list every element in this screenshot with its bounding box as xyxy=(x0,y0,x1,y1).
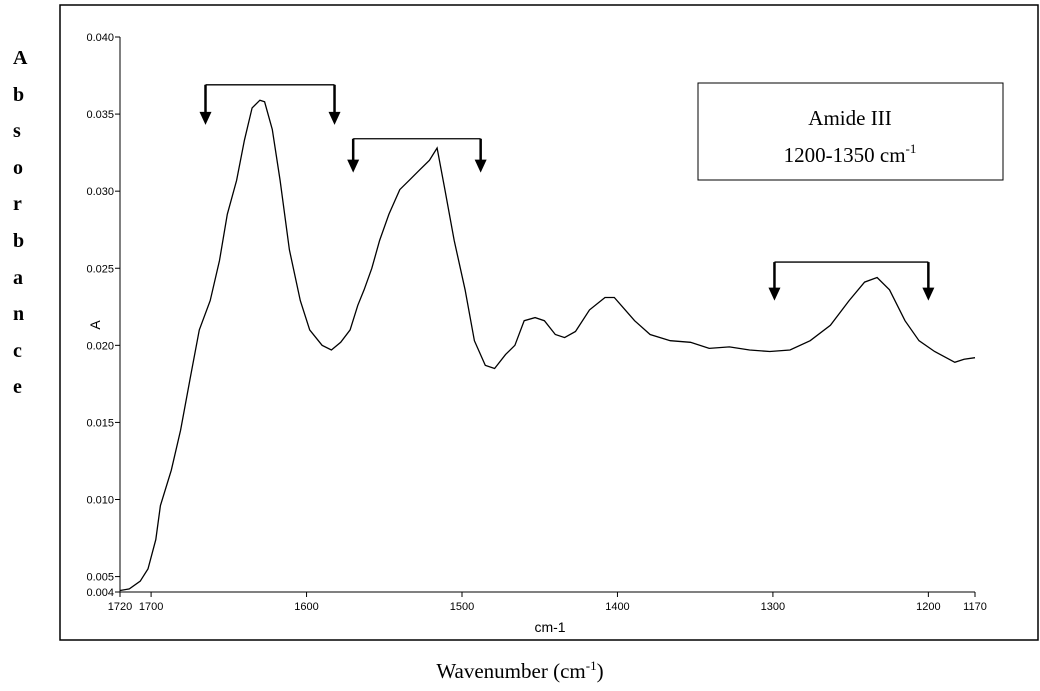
outer-y-label: Absorbance xyxy=(13,47,28,399)
x-tick-label: 1720 xyxy=(108,601,132,613)
y-tick-label: 0.015 xyxy=(86,417,114,429)
y-tick-label: 0.004 xyxy=(86,587,114,599)
arrow-head xyxy=(922,287,935,301)
y-tick-label: 0.005 xyxy=(86,572,114,584)
y-tick-label: 0.010 xyxy=(86,495,114,507)
box-text: 1200-1350 cm xyxy=(784,143,906,167)
outer-x-label: Wavenumber (cm-1) xyxy=(436,658,603,683)
x-tick-label: 1170 xyxy=(963,601,987,613)
y-tick-label: 0.040 xyxy=(86,32,114,44)
x-tick-label: 1300 xyxy=(761,601,785,613)
x-axis-label: cm-1 xyxy=(534,619,565,635)
x-tick-label: 1700 xyxy=(139,601,163,613)
frame xyxy=(59,4,1039,641)
x-tick-label: 1500 xyxy=(450,601,474,613)
y-tick-label: 0.025 xyxy=(86,263,114,275)
box-text: 1200-1350 cm-1 xyxy=(784,141,917,167)
y-tick-label: 0.035 xyxy=(86,109,114,121)
arrow-head xyxy=(474,159,487,173)
label-text: Wavenumber (cm xyxy=(436,659,585,683)
x-tick-label: 1200 xyxy=(916,601,940,613)
superscript: -1 xyxy=(586,658,597,673)
y-tick-label: 0.020 xyxy=(86,340,114,352)
label-text: ) xyxy=(597,659,604,683)
y-tick-label: 0.030 xyxy=(86,186,114,198)
x-tick-label: 1600 xyxy=(294,601,318,613)
x-tick-label: 1400 xyxy=(605,601,629,613)
arrow-head xyxy=(199,111,212,125)
box-text: Amide III xyxy=(808,106,891,130)
arrow-head xyxy=(347,159,360,173)
y-axis-label: A xyxy=(87,320,103,330)
annotation-box xyxy=(697,82,1004,181)
spectrum-line xyxy=(119,99,976,592)
arrow-head xyxy=(328,111,341,125)
superscript: -1 xyxy=(906,141,917,156)
arrow-head xyxy=(768,287,781,301)
